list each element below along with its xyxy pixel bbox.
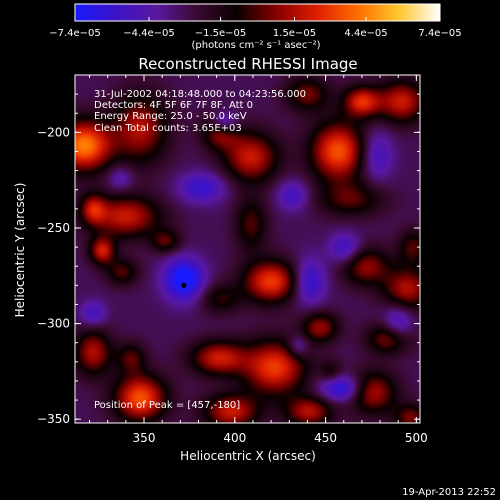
- annotation-detectors: Detectors: 4F 5F 6F 7F 8F, Att 0: [94, 100, 253, 111]
- x-axis-label: Heliocentric X (arcsec): [180, 449, 316, 463]
- colorbar-tick-label: 1.5e−05: [273, 28, 316, 39]
- x-tick-label: 350: [133, 431, 156, 445]
- y-tick-label: −250: [37, 221, 70, 235]
- colorbar-tick-label: −7.4e−05: [49, 28, 101, 39]
- y-axis-label: Heliocentric Y (arcsec): [13, 183, 27, 318]
- colorbar-ticks: −7.4e−05 −4.4e−05 −1.5e−05 1.5e−05 4.4e−05 7.…: [49, 17, 462, 39]
- annotation-block: 31-Jul-2002 04:18:48.000 to 04:23:56.000…: [94, 89, 306, 134]
- x-tick-label: 450: [314, 431, 337, 445]
- marker-layer: [181, 282, 187, 288]
- timestamp: 19-Apr-2013 22:52: [402, 487, 496, 498]
- chart-title: Reconstructed RHESSI Image: [138, 55, 357, 73]
- peak-position-label: Position of Peak = [457,-180]: [94, 400, 240, 411]
- colorbar-frame: [74, 3, 441, 22]
- annotation-time-range: 31-Jul-2002 04:18:48.000 to 04:23:56.000: [94, 89, 306, 100]
- colorbar-label: (photons cm⁻² s⁻¹ asec⁻²): [191, 40, 320, 51]
- colorbar-tick-label: 7.4e−05: [418, 28, 461, 39]
- colorbar-tick-label: −1.5e−05: [195, 28, 247, 39]
- colorbar: [75, 4, 440, 21]
- annotation-energy-range: Energy Range: 25.0 - 50.0 keV: [94, 111, 247, 122]
- heatmap-image: [75, 75, 420, 423]
- x-tick-label: 400: [223, 431, 246, 445]
- y-tick-label: −300: [37, 317, 70, 331]
- x-axis: 350 400 450 500: [89, 75, 428, 445]
- y-tick-label: −350: [37, 412, 70, 426]
- colorbar-tick-label: 4.4e−05: [344, 28, 387, 39]
- x-tick-label: 500: [405, 431, 428, 445]
- annotation-clean-counts: Clean Total counts: 3.65E+03: [94, 123, 242, 134]
- plot-frame: [74, 74, 421, 424]
- y-tick-label: −200: [37, 125, 70, 139]
- marker-point: [181, 282, 187, 288]
- colorbar-tick-label: −4.4e−05: [123, 28, 175, 39]
- y-axis: −200 −250 −300 −350: [37, 74, 420, 426]
